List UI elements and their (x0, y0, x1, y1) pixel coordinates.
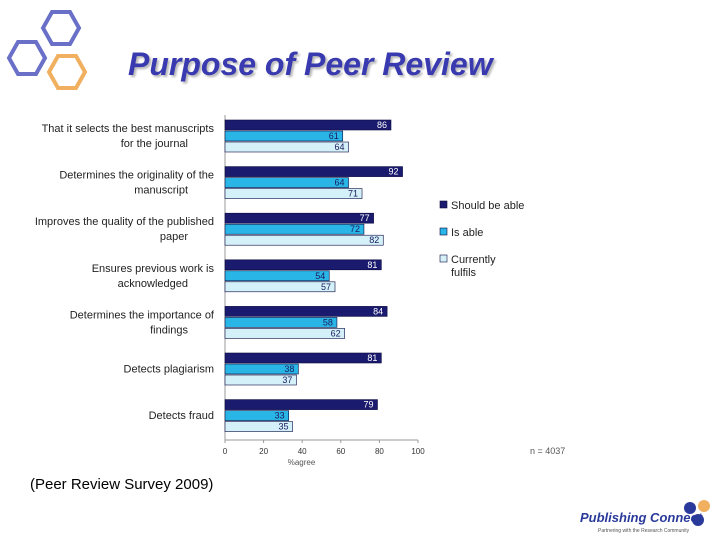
hexagon-left-icon (6, 40, 48, 76)
bar-should-be-able (224, 166, 403, 177)
bar-value-label: 37 (282, 375, 292, 385)
brand-dot-icon (698, 500, 710, 512)
legend-label: Currently (451, 254, 496, 266)
bar-is-able (224, 317, 338, 328)
x-tick-label: 0 (223, 447, 228, 456)
bar-value-label: 81 (367, 260, 377, 270)
category-label: That it selects the best manuscripts (42, 123, 215, 135)
bar-currently-fulfils (224, 234, 384, 246)
x-tick-label: 80 (375, 447, 384, 456)
category-label: Improves the quality of the published (35, 216, 214, 228)
bar-value-label: 71 (348, 189, 358, 199)
bar-is-able (224, 410, 289, 421)
bar-value-label: 35 (279, 422, 289, 432)
bar-is-able (224, 270, 330, 282)
hexagon-right-icon (46, 54, 88, 90)
bar-value-label: 77 (360, 213, 370, 223)
x-tick-label: 40 (298, 447, 307, 456)
brand-tagline: Partnering with the Research Community (598, 528, 690, 534)
category-label: manuscript (134, 185, 188, 197)
bar-should-be-able (224, 119, 392, 131)
bar-value-label: 64 (335, 178, 345, 188)
legend-swatch-is-able (439, 227, 448, 236)
bar-currently-fulfils (224, 421, 293, 432)
bar-currently-fulfils (224, 141, 349, 153)
x-tick-label: 60 (336, 447, 345, 456)
category-label: Detects plagiarism (124, 364, 214, 376)
slide-title: Purpose of Peer Review (128, 46, 493, 82)
bar-currently-fulfils (224, 188, 363, 199)
x-axis-label: %agree (288, 458, 316, 467)
bar-value-label: 72 (350, 224, 360, 234)
category-label: paper (160, 231, 188, 243)
sample-size-note: n = 4037 (530, 446, 565, 456)
brand-dot-icon (684, 502, 696, 514)
bar-should-be-able (224, 306, 388, 317)
category-label: findings (150, 324, 188, 336)
citation: (Peer Review Survey 2009) (30, 476, 214, 493)
brand-name: Publishing Connect (580, 510, 703, 525)
x-tick-label: 100 (411, 447, 425, 456)
legend-swatch-currently-fulfils (439, 254, 448, 263)
legend-label: Is able (451, 227, 483, 239)
bar-is-able (224, 130, 344, 142)
bar-value-label: 64 (335, 142, 345, 152)
brand-dot-icon (692, 514, 704, 526)
category-label: Determines the originality of the (59, 170, 214, 182)
bar-value-label: 33 (275, 411, 285, 421)
legend-swatch-should-be-able (439, 200, 448, 209)
bar-should-be-able (224, 259, 382, 271)
bar-is-able (224, 177, 349, 188)
bar-should-be-able (224, 352, 382, 364)
bar-is-able (224, 363, 299, 375)
category-label: for the journal (121, 138, 188, 150)
category-label: acknowledged (118, 278, 188, 290)
bar-should-be-able (224, 399, 378, 410)
bar-value-label: 81 (367, 353, 377, 363)
bar-value-label: 58 (323, 317, 333, 327)
bar-value-label: 61 (329, 131, 339, 141)
bar-value-label: 38 (284, 364, 294, 374)
category-label: Detects fraud (149, 410, 214, 422)
hexagon-top-icon (40, 10, 82, 46)
bar-value-label: 84 (373, 306, 383, 316)
bar-value-label: 79 (363, 400, 373, 410)
bar-is-able (224, 223, 365, 235)
bar-currently-fulfils (224, 281, 336, 293)
bar-should-be-able (224, 212, 374, 224)
bar-value-label: 92 (389, 167, 399, 177)
bar-value-label: 86 (377, 120, 387, 130)
bar-currently-fulfils (224, 374, 297, 386)
bar-value-label: 82 (369, 235, 379, 245)
legend-label: fulfils (451, 267, 477, 279)
x-tick-label: 20 (259, 447, 268, 456)
legend-label: Should be able (451, 200, 524, 212)
category-label: Determines the importance of (70, 309, 215, 321)
brand-logo-icon (684, 500, 710, 526)
bar-value-label: 54 (315, 271, 325, 281)
bar-value-label: 62 (331, 328, 341, 338)
bar-value-label: 57 (321, 282, 331, 292)
hexagon-logo-icon (6, 10, 88, 90)
category-label: Ensures previous work is (92, 263, 215, 275)
bar-currently-fulfils (224, 328, 345, 339)
